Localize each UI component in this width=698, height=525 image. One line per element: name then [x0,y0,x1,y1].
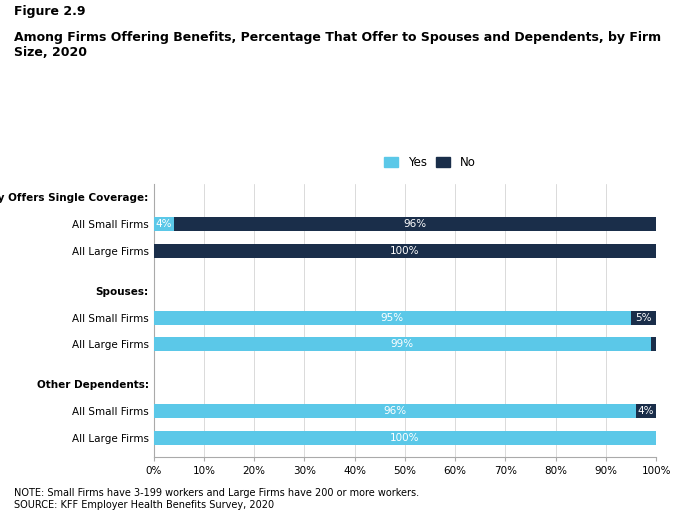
Bar [154,338,651,351]
Bar [154,217,174,231]
Text: 100%: 100% [390,246,419,256]
Bar [154,311,631,324]
Text: 96%: 96% [383,406,406,416]
Text: 95%: 95% [380,312,404,322]
Bar [636,404,656,418]
Text: Figure 2.9: Figure 2.9 [14,5,85,18]
Bar [154,244,656,258]
Text: 99%: 99% [391,339,414,349]
Text: 5%: 5% [635,312,652,322]
Text: NOTE: Small Firms have 3-199 workers and Large Firms have 200 or more workers.
S: NOTE: Small Firms have 3-199 workers and… [14,488,419,510]
Bar [651,338,656,351]
Bar [154,431,656,445]
Text: 100%: 100% [390,433,419,443]
Text: 4%: 4% [638,406,654,416]
Bar [631,311,656,324]
Legend: Yes, No: Yes, No [380,152,480,172]
Text: Among Firms Offering Benefits, Percentage That Offer to Spouses and Dependents, : Among Firms Offering Benefits, Percentag… [14,32,661,59]
Text: 4%: 4% [156,219,172,229]
Bar [154,404,636,418]
Bar [174,217,656,231]
Text: 96%: 96% [403,219,426,229]
